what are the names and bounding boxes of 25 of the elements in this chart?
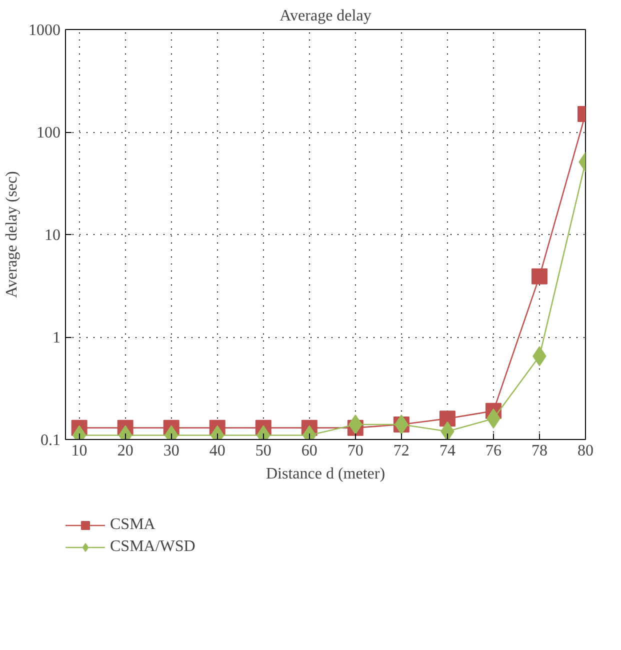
chart-title: Average delay [280, 8, 372, 24]
y-tick-label: 10 [44, 227, 60, 244]
x-tick-label: 50 [255, 442, 272, 460]
x-tick-label: 40 [209, 442, 226, 460]
x-tick-label: 30 [163, 442, 180, 460]
x-axis-title: Distance d (meter) [266, 466, 386, 482]
x-tick-label: 72 [393, 442, 410, 460]
point [439, 410, 456, 427]
x-tick-label: 60 [301, 442, 318, 460]
y-tick-label: 100 [36, 124, 60, 142]
y-axis-title: Average delay (sec) [4, 171, 20, 298]
y-tick-label: 1000 [28, 22, 60, 39]
legend-label: CSMA/WSD [110, 538, 196, 556]
x-tick-label: 20 [117, 442, 134, 460]
point [440, 421, 454, 440]
y-tick-label: 0.1 [40, 432, 60, 449]
point [531, 268, 548, 284]
x-tick-label: 76 [485, 442, 502, 460]
x-tick-label: 70 [347, 442, 364, 460]
x-tick-label: 80 [578, 442, 594, 460]
legend-label: CSMA [110, 516, 156, 534]
x-tick-label: 78 [531, 442, 548, 460]
x-tick-label: 74 [439, 442, 456, 460]
y-tick-label: 1 [52, 330, 60, 346]
x-tick-label: 10 [71, 442, 88, 460]
